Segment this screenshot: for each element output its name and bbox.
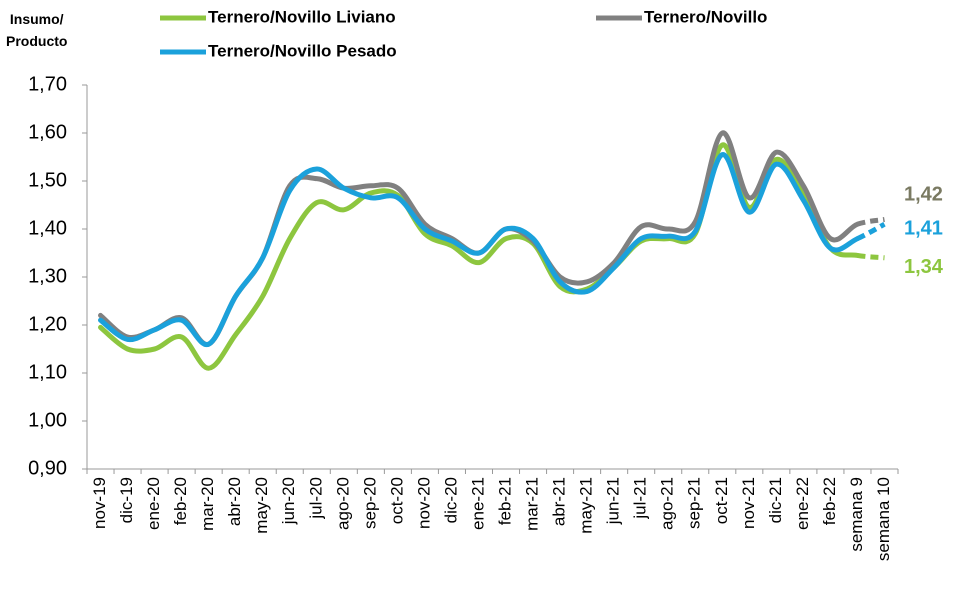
- x-tick-label: feb-22: [820, 477, 839, 525]
- series-line: [98, 130, 860, 347]
- x-tick-label: may-21: [577, 477, 596, 534]
- x-tick-label: jun-20: [279, 477, 298, 525]
- series-line-projected: [856, 221, 886, 241]
- y-tick-label: 1,50: [28, 169, 67, 191]
- x-tick-label: ago-20: [333, 477, 352, 530]
- series-line-projected: [857, 252, 885, 261]
- x-tick-label: dic-21: [766, 477, 785, 523]
- x-tick-label: oct-20: [387, 477, 406, 524]
- x-tick-label: ene-22: [793, 477, 812, 530]
- y-tick-label: 0,90: [28, 457, 67, 479]
- legend-label: Ternero/Novillo: [644, 7, 767, 26]
- y-tick-label: 1,20: [28, 313, 67, 335]
- x-tick-label: mar-21: [523, 477, 542, 531]
- x-tick-label: semana 9: [847, 477, 866, 552]
- y-tick-label: 1,40: [28, 217, 67, 239]
- y-tick-label: 1,60: [28, 121, 67, 143]
- x-tick-label: oct-21: [712, 477, 731, 524]
- data-label: 1,41: [904, 217, 943, 239]
- legend-label: Ternero/Novillo Liviano: [208, 7, 396, 26]
- data-label: 1,34: [904, 256, 944, 278]
- y-axis-title: Insumo/ Producto: [6, 11, 68, 49]
- x-tick-label: sep-21: [685, 477, 704, 529]
- x-tick-label: jul-21: [631, 477, 650, 520]
- x-tick-label: ene-20: [144, 477, 163, 530]
- x-tick-label: feb-20: [171, 477, 190, 525]
- x-tick-label: nov-21: [739, 477, 758, 529]
- y-tick-label: 1,00: [28, 409, 67, 431]
- x-tick-label: sep-20: [360, 477, 379, 529]
- y-tick-label: 1,10: [28, 361, 67, 383]
- series-line: [98, 152, 860, 347]
- x-tick-label: mar-20: [198, 477, 217, 531]
- x-tick-label: ene-21: [468, 477, 487, 530]
- data-label: 1,42: [904, 184, 943, 206]
- x-tick-label: abr-21: [550, 477, 569, 526]
- x-tick-label: nov-20: [414, 477, 433, 529]
- legend-label: Ternero/Novillo Pesado: [208, 41, 397, 60]
- x-tick-label: ago-21: [658, 477, 677, 530]
- x-tick-label: abr-20: [225, 477, 244, 526]
- x-tick-label: semana 10: [874, 477, 893, 561]
- x-tick-label: may-20: [252, 477, 271, 534]
- series-line: [98, 142, 860, 371]
- x-tick-label: jun-21: [604, 477, 623, 525]
- x-tick-label: jul-20: [306, 477, 325, 520]
- x-tick-label: dic-19: [117, 477, 136, 523]
- y-tick-label: 1,30: [28, 265, 67, 287]
- x-tick-label: nov-19: [90, 477, 109, 529]
- x-tick-label: feb-21: [496, 477, 515, 525]
- x-tick-label: dic-20: [441, 477, 460, 523]
- series-line-projected: [856, 216, 885, 227]
- y-tick-label: 1,70: [28, 73, 67, 95]
